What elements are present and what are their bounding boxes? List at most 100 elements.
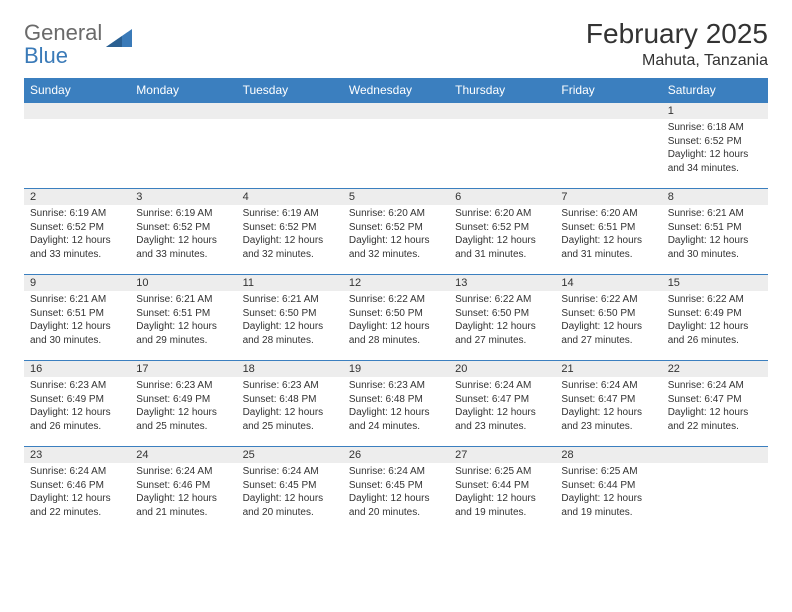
calendar-day-cell	[449, 103, 555, 189]
day-details: Sunrise: 6:20 AMSunset: 6:52 PMDaylight:…	[343, 205, 449, 265]
daylight-text: Daylight: 12 hours and 28 minutes.	[349, 320, 443, 347]
day-details: Sunrise: 6:20 AMSunset: 6:52 PMDaylight:…	[449, 205, 555, 265]
calendar-day-cell: 1Sunrise: 6:18 AMSunset: 6:52 PMDaylight…	[662, 103, 768, 189]
calendar-day-cell: 23Sunrise: 6:24 AMSunset: 6:46 PMDayligh…	[24, 447, 130, 533]
sunset-text: Sunset: 6:50 PM	[349, 307, 443, 321]
day-details	[237, 119, 343, 177]
sunset-text: Sunset: 6:52 PM	[243, 221, 337, 235]
sunrise-text: Sunrise: 6:21 AM	[668, 207, 762, 221]
calendar-day-cell	[555, 103, 661, 189]
calendar-day-cell: 7Sunrise: 6:20 AMSunset: 6:51 PMDaylight…	[555, 189, 661, 275]
day-number: 11	[237, 275, 343, 291]
day-number: 14	[555, 275, 661, 291]
day-details: Sunrise: 6:24 AMSunset: 6:45 PMDaylight:…	[343, 463, 449, 523]
day-number	[555, 103, 661, 119]
daylight-text: Daylight: 12 hours and 23 minutes.	[561, 406, 655, 433]
day-number: 25	[237, 447, 343, 463]
title-block: February 2025 Mahuta, Tanzania	[586, 18, 768, 70]
sunrise-text: Sunrise: 6:24 AM	[455, 379, 549, 393]
sunrise-text: Sunrise: 6:19 AM	[136, 207, 230, 221]
day-number: 27	[449, 447, 555, 463]
sunrise-text: Sunrise: 6:23 AM	[349, 379, 443, 393]
day-details: Sunrise: 6:22 AMSunset: 6:50 PMDaylight:…	[555, 291, 661, 351]
sunset-text: Sunset: 6:49 PM	[668, 307, 762, 321]
sunrise-text: Sunrise: 6:19 AM	[243, 207, 337, 221]
day-details: Sunrise: 6:22 AMSunset: 6:50 PMDaylight:…	[343, 291, 449, 351]
calendar-day-cell: 20Sunrise: 6:24 AMSunset: 6:47 PMDayligh…	[449, 361, 555, 447]
calendar-body: 1Sunrise: 6:18 AMSunset: 6:52 PMDaylight…	[24, 103, 768, 533]
day-details: Sunrise: 6:23 AMSunset: 6:49 PMDaylight:…	[24, 377, 130, 437]
day-number	[237, 103, 343, 119]
month-title: February 2025	[586, 18, 768, 50]
calendar-table: SundayMondayTuesdayWednesdayThursdayFrid…	[24, 78, 768, 533]
daylight-text: Daylight: 12 hours and 22 minutes.	[668, 406, 762, 433]
sunrise-text: Sunrise: 6:22 AM	[455, 293, 549, 307]
day-number: 18	[237, 361, 343, 377]
day-number: 24	[130, 447, 236, 463]
brand-logo: General Blue	[24, 18, 132, 68]
calendar-day-cell	[662, 447, 768, 533]
sunset-text: Sunset: 6:46 PM	[30, 479, 124, 493]
daylight-text: Daylight: 12 hours and 30 minutes.	[668, 234, 762, 261]
calendar-day-cell	[24, 103, 130, 189]
sunset-text: Sunset: 6:48 PM	[349, 393, 443, 407]
sunset-text: Sunset: 6:46 PM	[136, 479, 230, 493]
calendar-day-cell: 24Sunrise: 6:24 AMSunset: 6:46 PMDayligh…	[130, 447, 236, 533]
day-details: Sunrise: 6:24 AMSunset: 6:46 PMDaylight:…	[130, 463, 236, 523]
sunrise-text: Sunrise: 6:22 AM	[561, 293, 655, 307]
day-details: Sunrise: 6:25 AMSunset: 6:44 PMDaylight:…	[449, 463, 555, 523]
calendar-day-cell: 14Sunrise: 6:22 AMSunset: 6:50 PMDayligh…	[555, 275, 661, 361]
sunset-text: Sunset: 6:50 PM	[243, 307, 337, 321]
calendar-day-cell: 11Sunrise: 6:21 AMSunset: 6:50 PMDayligh…	[237, 275, 343, 361]
sunrise-text: Sunrise: 6:24 AM	[668, 379, 762, 393]
sunset-text: Sunset: 6:48 PM	[243, 393, 337, 407]
logo-triangle-icon	[106, 29, 132, 47]
sunrise-text: Sunrise: 6:23 AM	[136, 379, 230, 393]
day-details: Sunrise: 6:24 AMSunset: 6:47 PMDaylight:…	[555, 377, 661, 437]
day-number: 12	[343, 275, 449, 291]
day-number: 15	[662, 275, 768, 291]
sunset-text: Sunset: 6:49 PM	[30, 393, 124, 407]
day-number: 26	[343, 447, 449, 463]
day-details: Sunrise: 6:18 AMSunset: 6:52 PMDaylight:…	[662, 119, 768, 179]
day-number	[24, 103, 130, 119]
daylight-text: Daylight: 12 hours and 25 minutes.	[136, 406, 230, 433]
calendar-day-cell: 16Sunrise: 6:23 AMSunset: 6:49 PMDayligh…	[24, 361, 130, 447]
day-details: Sunrise: 6:23 AMSunset: 6:49 PMDaylight:…	[130, 377, 236, 437]
logo-word-general: General	[24, 20, 102, 45]
sunset-text: Sunset: 6:44 PM	[455, 479, 549, 493]
daylight-text: Daylight: 12 hours and 26 minutes.	[668, 320, 762, 347]
weekday-header: Tuesday	[237, 78, 343, 103]
sunset-text: Sunset: 6:51 PM	[30, 307, 124, 321]
sunset-text: Sunset: 6:52 PM	[136, 221, 230, 235]
weekday-header: Thursday	[449, 78, 555, 103]
daylight-text: Daylight: 12 hours and 20 minutes.	[243, 492, 337, 519]
sunrise-text: Sunrise: 6:22 AM	[668, 293, 762, 307]
sunrise-text: Sunrise: 6:22 AM	[349, 293, 443, 307]
calendar-day-cell: 6Sunrise: 6:20 AMSunset: 6:52 PMDaylight…	[449, 189, 555, 275]
daylight-text: Daylight: 12 hours and 27 minutes.	[455, 320, 549, 347]
sunset-text: Sunset: 6:49 PM	[136, 393, 230, 407]
sunset-text: Sunset: 6:50 PM	[455, 307, 549, 321]
day-number: 9	[24, 275, 130, 291]
day-number: 17	[130, 361, 236, 377]
day-details: Sunrise: 6:23 AMSunset: 6:48 PMDaylight:…	[343, 377, 449, 437]
day-number	[343, 103, 449, 119]
calendar-day-cell: 13Sunrise: 6:22 AMSunset: 6:50 PMDayligh…	[449, 275, 555, 361]
calendar-day-cell: 15Sunrise: 6:22 AMSunset: 6:49 PMDayligh…	[662, 275, 768, 361]
sunset-text: Sunset: 6:52 PM	[668, 135, 762, 149]
calendar-day-cell: 9Sunrise: 6:21 AMSunset: 6:51 PMDaylight…	[24, 275, 130, 361]
calendar-week-row: 16Sunrise: 6:23 AMSunset: 6:49 PMDayligh…	[24, 361, 768, 447]
day-details: Sunrise: 6:24 AMSunset: 6:47 PMDaylight:…	[662, 377, 768, 437]
day-details	[555, 119, 661, 177]
daylight-text: Daylight: 12 hours and 33 minutes.	[30, 234, 124, 261]
day-details: Sunrise: 6:19 AMSunset: 6:52 PMDaylight:…	[130, 205, 236, 265]
calendar-day-cell: 18Sunrise: 6:23 AMSunset: 6:48 PMDayligh…	[237, 361, 343, 447]
day-details: Sunrise: 6:22 AMSunset: 6:49 PMDaylight:…	[662, 291, 768, 351]
calendar-day-cell: 12Sunrise: 6:22 AMSunset: 6:50 PMDayligh…	[343, 275, 449, 361]
sunrise-text: Sunrise: 6:21 AM	[243, 293, 337, 307]
location-subtitle: Mahuta, Tanzania	[586, 52, 768, 70]
daylight-text: Daylight: 12 hours and 29 minutes.	[136, 320, 230, 347]
day-number: 22	[662, 361, 768, 377]
sunset-text: Sunset: 6:47 PM	[668, 393, 762, 407]
